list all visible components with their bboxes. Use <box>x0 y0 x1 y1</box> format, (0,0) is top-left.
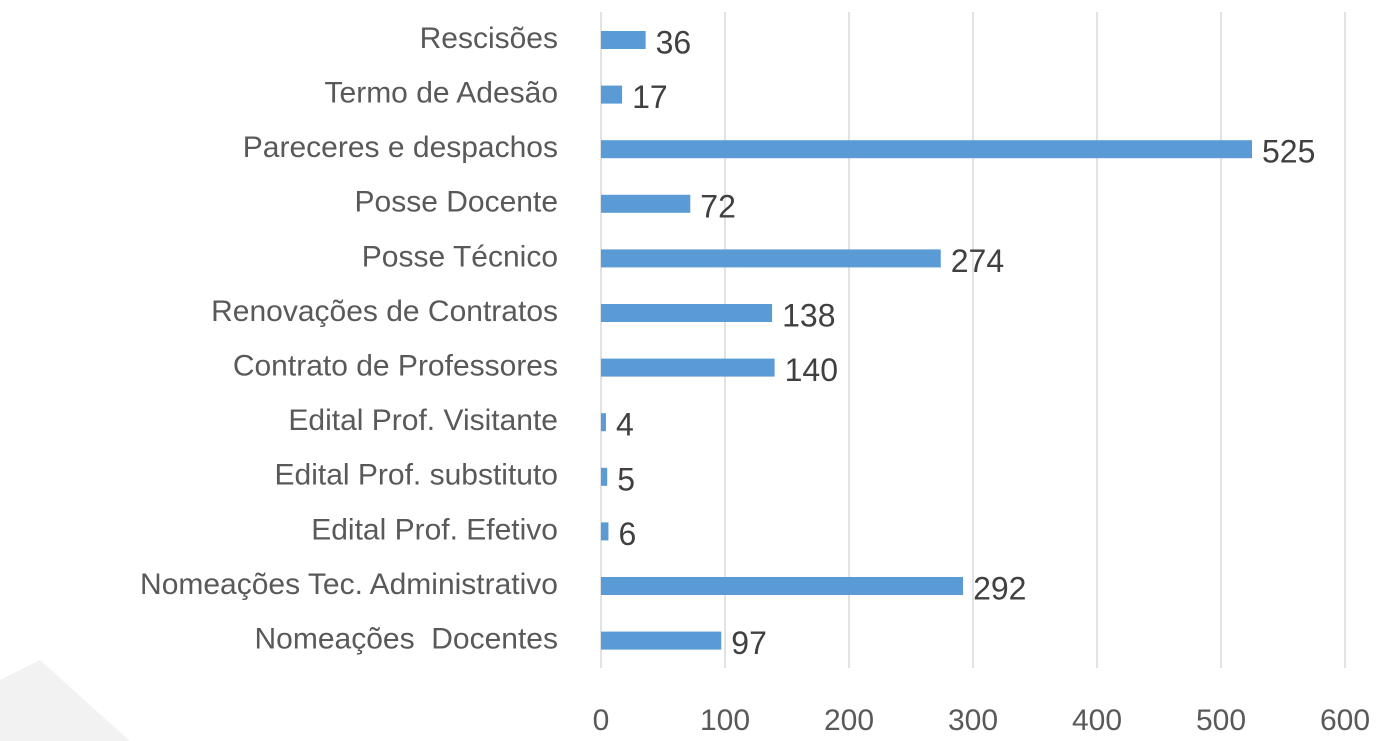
y-tick-label: Edital Prof. substituto <box>275 459 558 492</box>
bar <box>601 522 609 541</box>
data-label: 17 <box>632 79 668 115</box>
y-tick-label: Edital Prof. Efetivo <box>311 513 558 546</box>
y-tick-label: Rescisões <box>420 22 558 55</box>
decoration <box>0 660 130 741</box>
y-tick-label: Renovações de Contratos <box>211 295 558 328</box>
data-label: 138 <box>782 297 835 333</box>
data-label: 525 <box>1262 134 1315 170</box>
data-label: 72 <box>700 188 736 224</box>
data-label: 97 <box>731 625 767 661</box>
x-tick-label: 0 <box>593 704 610 737</box>
bar <box>601 249 941 268</box>
y-tick-label: Contrato de Professores <box>233 350 558 383</box>
bar <box>601 413 606 432</box>
x-tick-label: 400 <box>1072 704 1122 737</box>
x-tick-label: 500 <box>1196 704 1246 737</box>
x-tick-label: 600 <box>1320 704 1370 737</box>
y-tick-label: Nomeações Tec. Administrativo <box>140 568 558 601</box>
bar <box>601 304 773 322</box>
x-tick-label: 200 <box>824 704 874 737</box>
bar <box>601 358 775 377</box>
y-tick-label: Posse Técnico <box>362 240 558 273</box>
data-label: 4 <box>616 407 634 443</box>
data-label: 36 <box>656 24 692 60</box>
x-tick-label: 300 <box>948 704 998 737</box>
bar <box>601 85 623 104</box>
data-label: 292 <box>973 570 1026 606</box>
bar <box>601 631 722 650</box>
bar <box>601 140 1252 159</box>
y-tick-label: Edital Prof. Visitante <box>288 404 558 437</box>
x-tick-label: 100 <box>700 704 750 737</box>
y-tick-label: Posse Docente <box>355 186 558 219</box>
bar <box>601 194 691 213</box>
y-tick-label: Nomeações Docentes <box>255 623 559 656</box>
bar <box>601 31 646 49</box>
bar <box>601 577 964 595</box>
data-label: 274 <box>951 243 1004 279</box>
data-label: 5 <box>617 461 635 497</box>
y-tick-label: Termo de Adesão <box>325 77 558 110</box>
bar <box>601 467 608 486</box>
data-label: 140 <box>785 352 838 388</box>
y-tick-label: Pareceres e despachos <box>243 131 558 164</box>
data-label: 6 <box>618 516 636 552</box>
